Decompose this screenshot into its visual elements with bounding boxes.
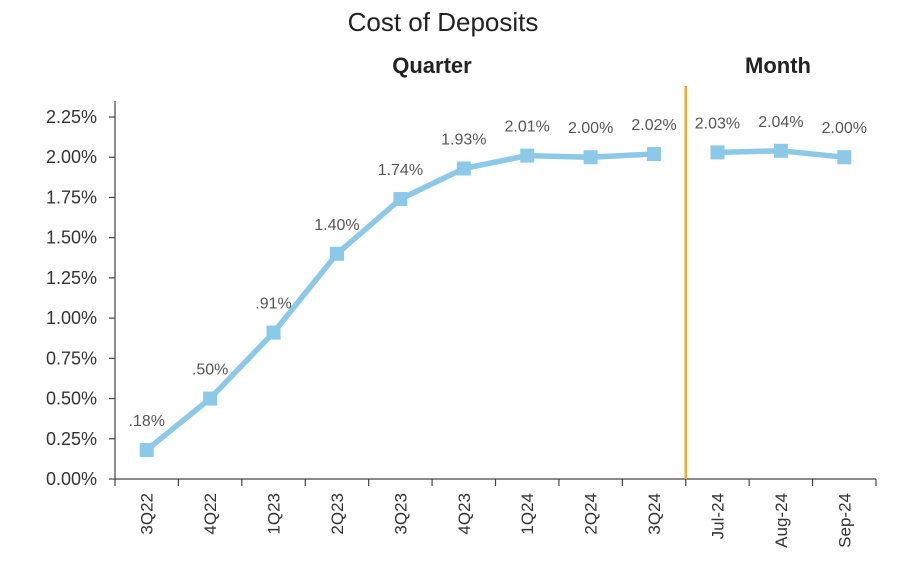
y-tick-label: 0.50% (46, 389, 97, 409)
data-point-marker (583, 150, 598, 165)
y-tick-label: 1.00% (46, 308, 97, 328)
x-tick-label: 1Q23 (265, 493, 284, 535)
data-point-marker (393, 192, 408, 207)
data-label: 1.93% (441, 131, 486, 148)
x-tick-label: 4Q22 (201, 493, 220, 535)
x-tick-label: 2Q23 (328, 493, 347, 535)
data-point-marker (203, 391, 218, 406)
section-label-month: Month (745, 53, 811, 78)
data-label: 2.04% (758, 114, 803, 131)
data-label: .50% (192, 362, 228, 379)
y-tick-label: 0.75% (46, 348, 97, 368)
y-tick-label: 1.75% (46, 187, 97, 207)
data-point-marker (329, 246, 344, 261)
y-tick-label: 1.25% (46, 268, 97, 288)
y-tick-label: 2.00% (46, 147, 97, 167)
data-point-marker (520, 148, 535, 163)
y-tick-label: 0.25% (46, 429, 97, 449)
x-tick-label: 3Q22 (138, 493, 157, 535)
chart-title: Cost of Deposits (348, 7, 539, 37)
x-tick-label: 4Q23 (455, 493, 474, 535)
data-markers (139, 143, 852, 458)
x-tick-label: Sep-24 (835, 493, 854, 548)
data-label: 2.02% (631, 117, 676, 134)
x-tick-label: 2Q24 (582, 493, 601, 535)
data-point-marker (266, 325, 281, 340)
data-label: 2.00% (822, 120, 867, 137)
y-tick-label: 0.00% (46, 469, 97, 489)
data-label: 2.00% (568, 120, 613, 137)
data-labels: .18% .50% .91% 1.40% 1.74% 1.93% 2.01% 2.00% 2.0… (128, 114, 867, 430)
data-point-marker (710, 145, 725, 160)
series-cost-of-deposits (143, 148, 848, 453)
data-label: 1.40% (314, 217, 359, 234)
data-label: 1.74% (378, 162, 423, 179)
y-axis: 0.00% 0.25% 0.50% 0.75% 1.00% 1.25% 1.50% 1.75%… (46, 101, 116, 489)
x-axis: 3Q22 4Q22 1Q23 2Q23 3Q23 4Q23 1Q24 2Q24 3Q24 Jul-… (114, 478, 877, 548)
data-label: 2.01% (505, 119, 550, 136)
x-tick-label: Aug-24 (772, 493, 791, 548)
data-label: .18% (128, 413, 164, 430)
y-tick-label: 2.25% (46, 107, 97, 127)
data-point-marker (456, 161, 471, 176)
x-tick-label: 3Q24 (645, 493, 664, 535)
x-tick-label: Jul-24 (708, 493, 727, 539)
x-tick-label: 3Q23 (391, 493, 410, 535)
section-label-quarter: Quarter (392, 53, 472, 78)
data-point-marker (647, 147, 662, 162)
data-label: 2.03% (695, 115, 740, 132)
y-tick-label: 1.50% (46, 228, 97, 248)
data-label: .91% (255, 296, 291, 313)
data-point-marker (773, 143, 788, 158)
data-point-marker (139, 443, 154, 458)
data-point-marker (837, 150, 852, 165)
x-tick-label: 1Q24 (518, 493, 537, 535)
